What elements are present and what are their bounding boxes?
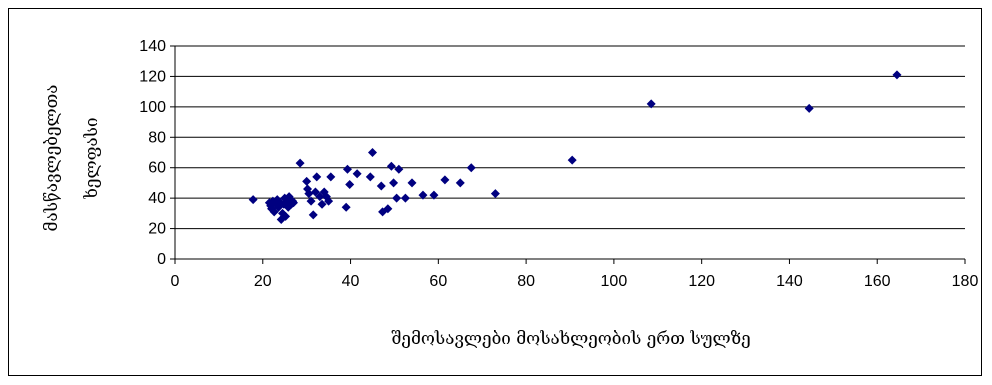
data-point-59 (804, 103, 814, 113)
y-tick-label-60: 60 (148, 160, 166, 177)
x-tick-label-180: 180 (952, 273, 979, 290)
x-tick-labels: 0 20 40 60 80 100 120 140 160 180 (171, 273, 979, 290)
x-tick-label-140: 140 (776, 273, 803, 290)
y-axis-title-line1: მასწავლებელთა (42, 85, 62, 232)
x-tick-label-120: 120 (688, 273, 715, 290)
data-point-31 (317, 199, 327, 209)
data-point-34 (324, 196, 334, 206)
data-point-47 (392, 193, 402, 203)
data-point-48 (394, 164, 404, 174)
data-point-23 (302, 176, 312, 186)
y-tick-label-120: 120 (139, 68, 166, 85)
data-point-25 (304, 189, 314, 199)
data-point-40 (365, 172, 375, 182)
data-point-0 (248, 195, 258, 205)
data-point-50 (407, 178, 417, 188)
data-point-44 (383, 204, 393, 214)
data-points (248, 70, 902, 224)
y-axis-title-line2: ხელფასი (82, 118, 102, 200)
data-point-22 (295, 158, 305, 168)
x-tick-label-0: 0 (171, 273, 180, 290)
data-point-35 (326, 172, 336, 182)
data-point-46 (389, 178, 399, 188)
y-tick-label-40: 40 (148, 190, 166, 207)
y-tick-label-0: 0 (157, 251, 166, 268)
data-point-57 (567, 155, 577, 165)
data-point-39 (352, 169, 362, 179)
data-point-45 (386, 161, 396, 171)
data-point-26 (306, 196, 316, 206)
x-tick-label-20: 20 (254, 273, 272, 290)
data-point-56 (490, 189, 500, 199)
data-point-54 (455, 178, 465, 188)
grid-lines (175, 45, 965, 230)
y-tick-label-20: 20 (148, 221, 166, 238)
data-point-53 (440, 175, 450, 185)
data-point-27 (308, 210, 318, 220)
x-axis-title: შემოსავლები მოსახლეობის ერთ სულზე (391, 329, 750, 349)
data-point-52 (429, 190, 439, 200)
data-point-60 (892, 70, 902, 80)
y-tick-label-140: 140 (139, 38, 166, 55)
x-tick-label-40: 40 (342, 273, 360, 290)
data-point-51 (418, 190, 428, 200)
data-point-21 (289, 198, 298, 208)
x-tick-label-60: 60 (429, 273, 447, 290)
data-point-29 (312, 172, 322, 182)
y-tick-label-100: 100 (139, 99, 166, 116)
x-tick-label-80: 80 (517, 273, 535, 290)
axes (170, 45, 966, 264)
data-point-38 (345, 179, 355, 189)
y-tick-labels: 0 20 40 60 80 100 120 140 (139, 38, 166, 268)
x-tick-label-100: 100 (601, 273, 628, 290)
data-point-49 (400, 193, 410, 203)
x-tick-label-160: 160 (864, 273, 891, 290)
data-point-37 (342, 164, 352, 174)
data-point-14 (281, 211, 291, 221)
data-point-42 (376, 181, 386, 191)
y-tick-label-80: 80 (148, 129, 166, 146)
data-point-58 (646, 99, 656, 109)
data-point-55 (466, 163, 476, 173)
data-point-41 (368, 148, 377, 157)
data-point-36 (341, 202, 351, 212)
